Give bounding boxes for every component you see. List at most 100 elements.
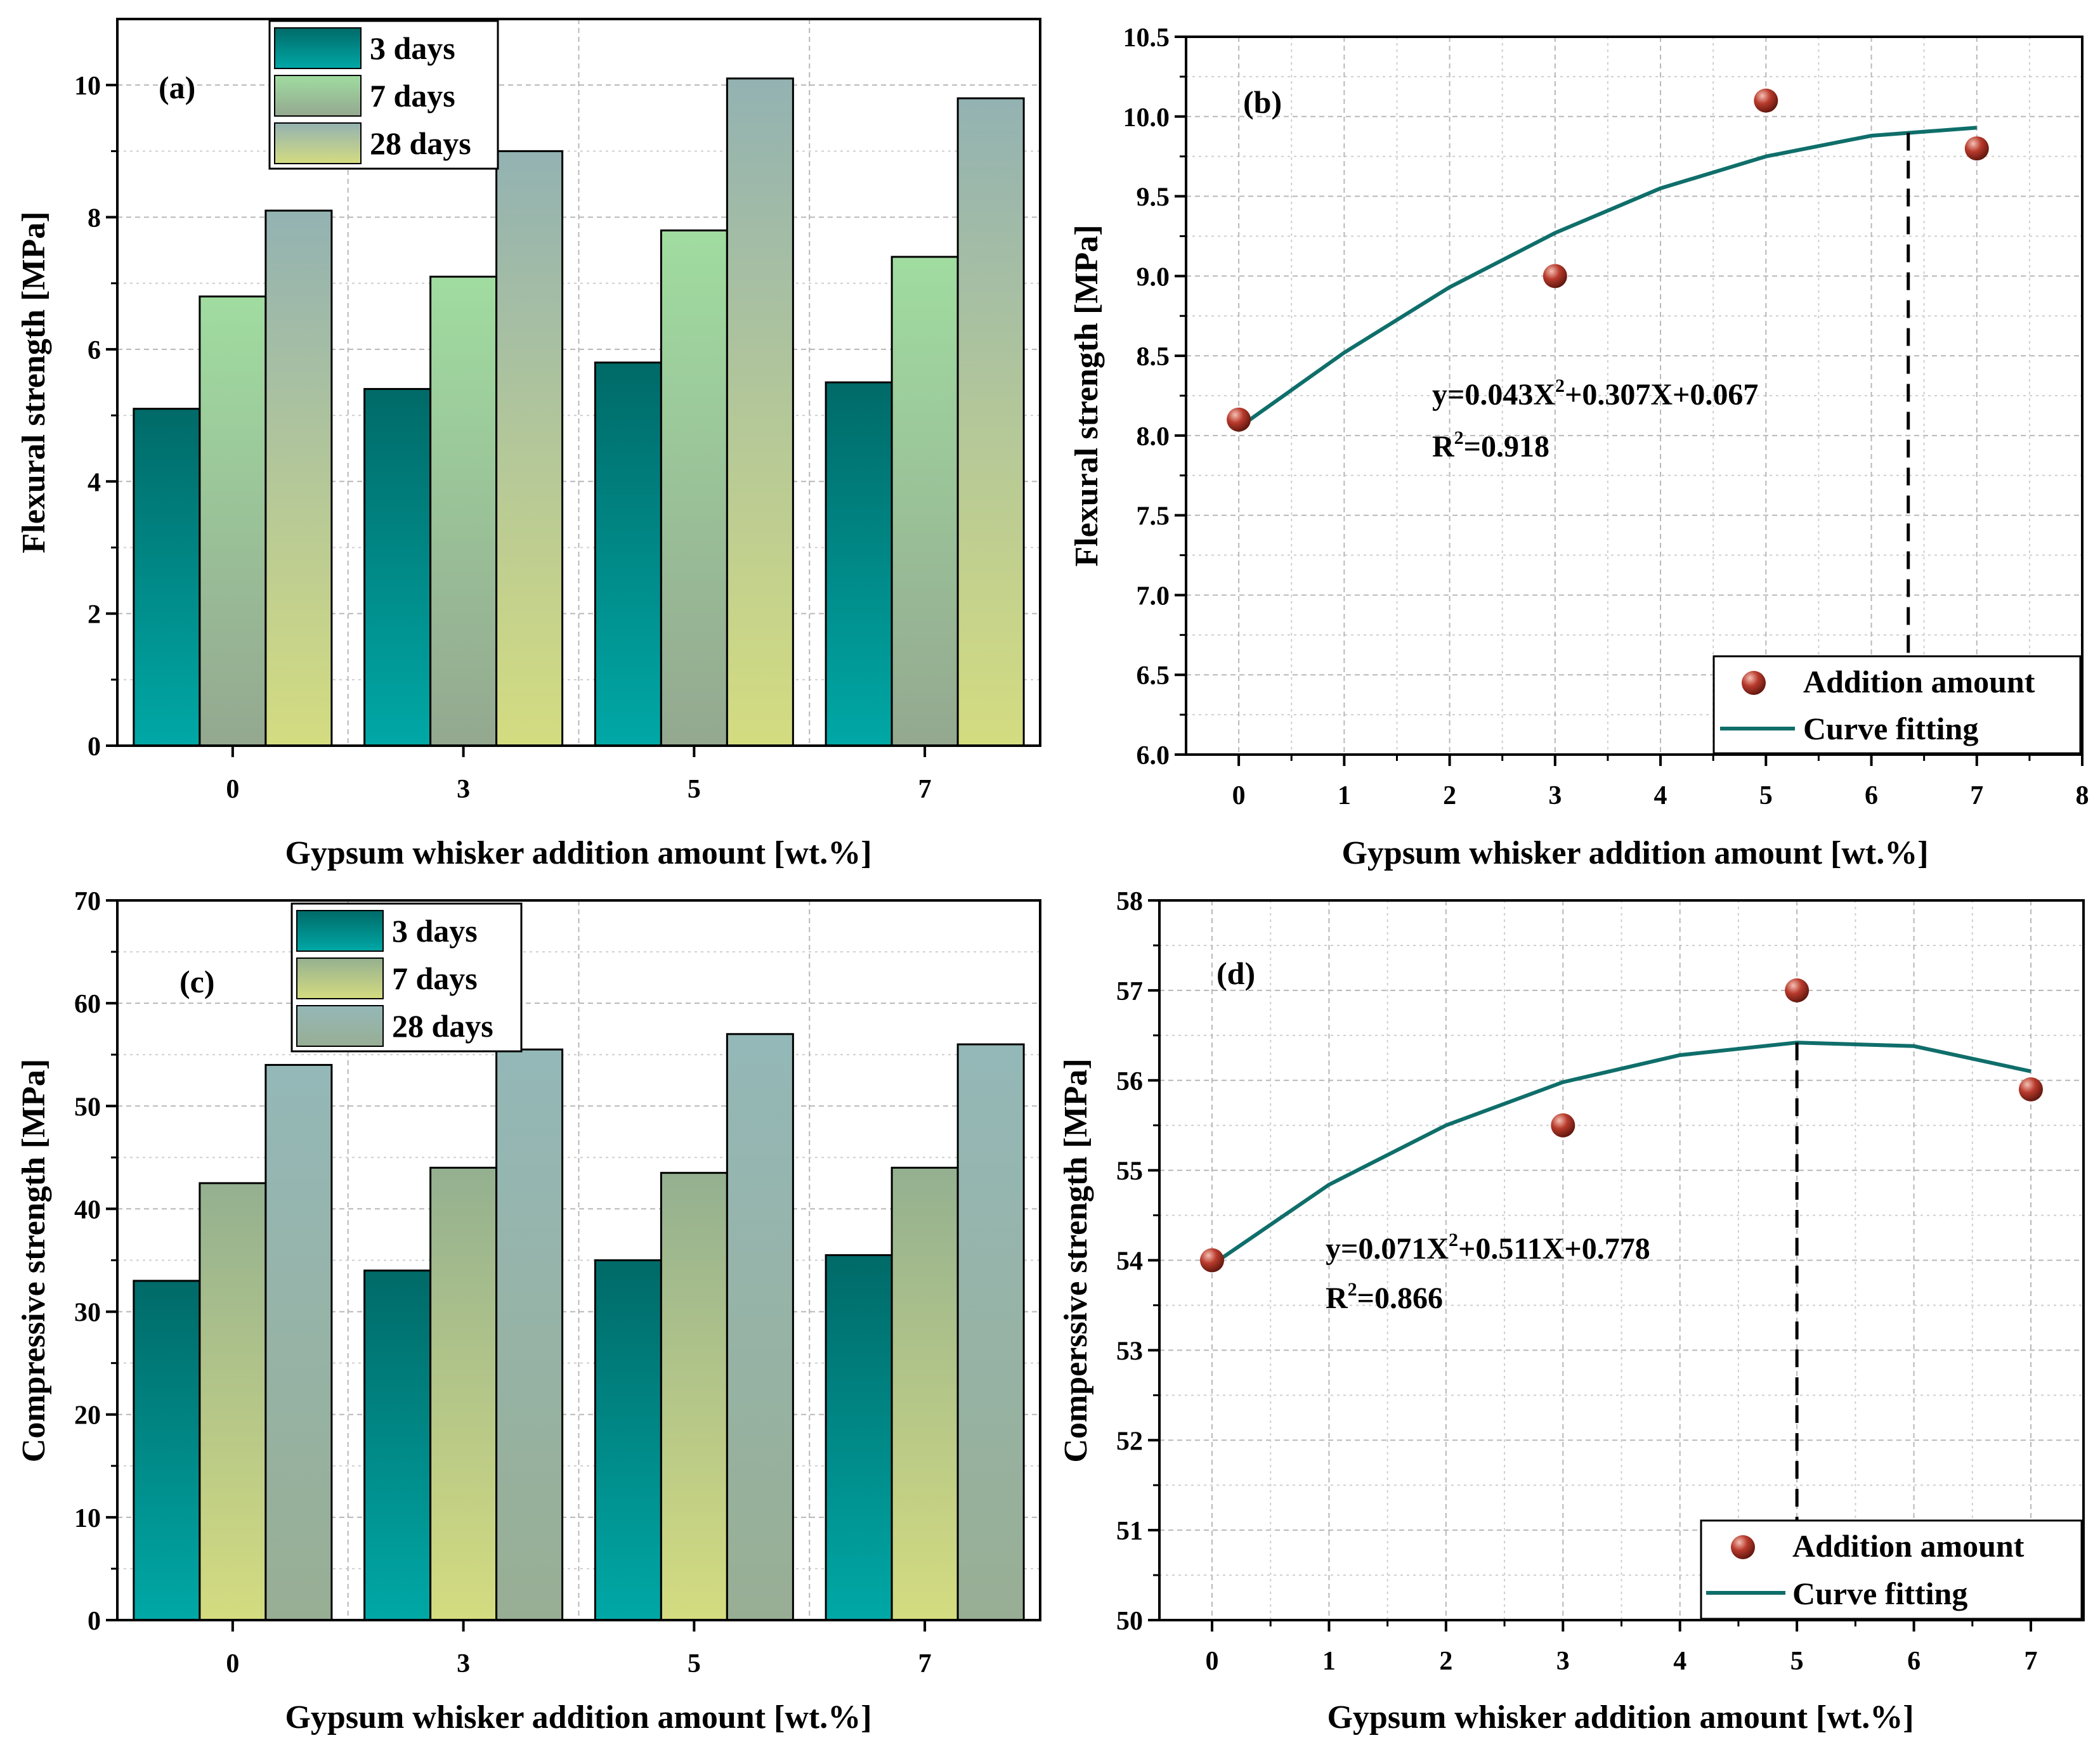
y-tick-label: 0 [88,732,101,762]
panel-d-legend-label-fit: Curve fitting [1792,1576,1967,1611]
panel-c-legend-label-7-days: 7 days [392,961,478,996]
panel-a-legend-label-3-days: 3 days [370,30,455,66]
panel-c-y-ticks: 0 10 20 30 40 50 60 70 [74,887,117,1636]
panel-d-r-squared-suffix: =0.866 [1357,1282,1443,1315]
bar-7-days-7 [890,1167,959,1621]
panel-b-legend-marker [1742,671,1766,695]
y-tick-label: 54 [1116,1247,1143,1276]
bar-28-days-3 [495,1048,564,1621]
bar-3-days-3 [363,387,432,747]
panel-c-label: (c) [179,964,215,999]
x-tick-label: 2 [1439,1647,1452,1676]
panel-a-legend-label-7-days: 7 days [370,78,455,114]
panel-d-legend: Addition amount Curve fitting [1700,1519,2083,1620]
y-tick-label: 10.0 [1123,103,1170,133]
panel-b-fit-curve [1237,126,1978,429]
panel-a-legend: 3 days 7 days 28 days [268,20,499,170]
panel-c-legend-label-28-days: 28 days [392,1008,493,1044]
panel-b-label: (b) [1243,84,1282,120]
panel-b-flexural-fit-chart: 6.0 6.5 7.0 7.5 8.0 8.5 9.0 9.5 10.0 10.5 0 1 2 3 4 5 6… [1069,23,2089,871]
x-tick-label: 5 [688,775,701,804]
bar-7-days-5 [660,1172,728,1621]
panel-b-y-ticks: 6.0 6.5 7.0 7.5 8.0 8.5 9.0 9.5 10.0 10.5 [1123,23,1186,770]
x-tick-label: 5 [1759,781,1773,810]
data-point-x3 [1551,1113,1575,1138]
x-tick-label: 7 [1970,781,1983,810]
panel-a-legend-label-28-days: 28 days [370,126,471,161]
x-tick-label: 0 [226,775,239,804]
y-tick-label: 50 [1116,1607,1143,1636]
panel-b-x-ticks: 0 1 2 3 4 5 6 7 8 [1232,755,2089,810]
bar-3-days-0 [133,1280,201,1621]
y-tick-label: 10.5 [1123,23,1170,53]
x-tick-label: 1 [1338,781,1351,810]
y-tick-label: 60 [74,990,101,1019]
panel-b-data-points [1227,88,1989,432]
bar-7-days-0 [199,295,267,747]
panel-b-r-squared: R2=0.918 [1432,427,1549,464]
x-tick-label: 4 [1654,781,1667,810]
panel-d-r-squared: R2=0.866 [1326,1279,1443,1315]
y-tick-label: 10 [74,1504,101,1533]
panel-c-x-axis-title: Gypsum whisker addition amount [wt.%] [285,1699,871,1736]
y-tick-label: 52 [1116,1427,1143,1456]
y-tick-label: 40 [74,1195,101,1224]
panel-d-legend-label-points: Addition amount [1792,1528,2025,1564]
y-tick-label: 55 [1116,1157,1143,1186]
x-tick-label: 0 [1205,1647,1218,1676]
panel-b-legend: Addition amount Curve fitting [1712,655,2082,755]
panel-b-r-squared-prefix: R [1432,430,1455,464]
x-tick-label: 3 [1548,781,1562,810]
panel-c-compressive-bar-chart: 0 10 20 30 40 50 60 70 0 3 5 7 (c) Gypsum whisker … [16,887,1041,1736]
data-point-x0 [1227,407,1251,432]
panel-b-equation-exponent: 2 [1555,375,1565,396]
panel-d-label: (d) [1216,956,1255,991]
data-point-x7 [1964,136,1989,161]
panel-d-equation-exponent: 2 [1449,1230,1458,1250]
panel-a-legend-swatch-28-days [274,122,362,164]
x-tick-label: 3 [1556,1647,1570,1676]
bar-3-days-3 [363,1269,432,1621]
data-point-x7 [2019,1077,2044,1101]
bar-28-days-5 [726,77,794,747]
x-tick-label: 7 [918,1649,932,1678]
x-tick-label: 7 [918,775,932,804]
panel-d-data-points [1199,978,2044,1273]
panel-a-label: (a) [159,70,195,105]
bar-3-days-5 [594,361,662,747]
panel-d-y-ticks: 50 51 52 53 54 55 56 57 58 [1116,887,1159,1636]
panel-d-legend-box [1700,1519,2083,1620]
bar-28-days-3 [495,150,564,747]
panel-a-legend-swatch-7-days [274,75,362,117]
x-tick-label: 5 [1790,1647,1804,1676]
panel-d-fit-equation: y=0.071X2+0.511X+0.778 [1326,1230,1650,1266]
bar-3-days-7 [825,1254,893,1621]
y-tick-label: 8.5 [1137,342,1170,372]
panel-a-y-axis-title: Flexural strength [MPa] [16,211,52,553]
panel-a-y-ticks: 0 2 4 6 8 10 [74,72,117,762]
bar-3-days-0 [133,408,201,747]
y-tick-label: 20 [74,1401,101,1431]
x-tick-label: 0 [226,1649,239,1678]
panel-a-x-ticks: 0 3 5 7 [226,746,932,804]
panel-b-r-squared-exponent: 2 [1454,427,1464,448]
x-tick-label: 6 [1907,1647,1921,1676]
panel-b-legend-label-points: Addition amount [1803,664,2035,699]
bar-28-days-0 [264,1063,333,1621]
panel-b-fit-equation: y=0.043X2+0.307X+0.067 [1432,375,1758,412]
y-tick-label: 0 [88,1607,101,1636]
panel-a-legend-swatch-3-days [274,27,362,69]
y-tick-label: 7.5 [1137,502,1170,531]
y-tick-label: 50 [74,1093,101,1122]
x-tick-label: 7 [2025,1647,2038,1676]
x-tick-label: 0 [1232,781,1246,810]
y-tick-label: 9.0 [1137,263,1170,292]
panel-b-legend-box [1712,655,2082,755]
bar-7-days-3 [429,1167,498,1621]
bar-28-days-0 [264,209,333,747]
y-tick-label: 57 [1116,977,1143,1006]
y-tick-label: 6 [88,336,101,365]
panel-d-equation-prefix: y=0.071X [1326,1232,1449,1266]
bar-3-days-7 [825,381,893,747]
